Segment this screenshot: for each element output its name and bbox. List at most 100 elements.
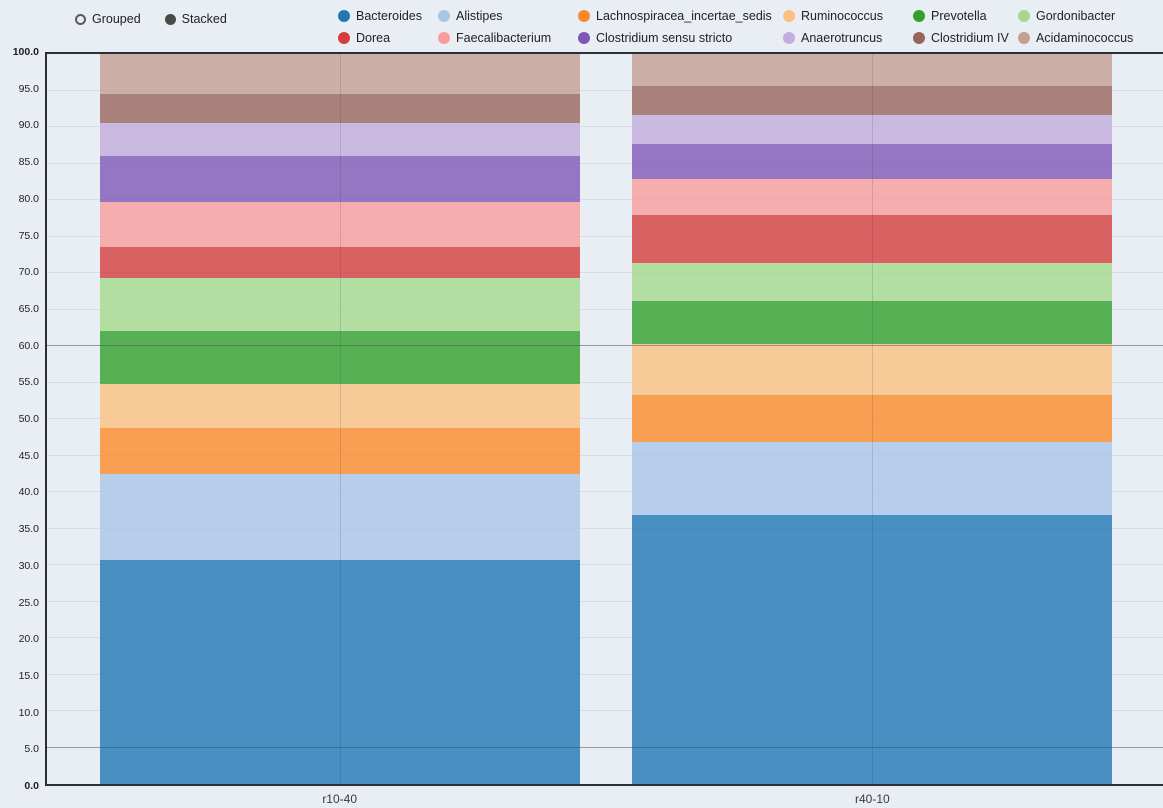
y-tick-label: 95.0 (18, 82, 39, 95)
legend-item[interactable]: Clostridium sensu stricto (578, 31, 783, 45)
gridline (47, 746, 1163, 748)
y-tick-label: 40.0 (18, 486, 39, 499)
bar-segment[interactable] (632, 441, 1113, 515)
legend-label: Clostridium IV (931, 31, 1009, 45)
radio-circle-icon (164, 13, 176, 25)
legend-item[interactable]: Lachnospiracea_incertae_sedis (578, 9, 783, 23)
gridline (47, 199, 1163, 200)
legend-item[interactable]: Ruminococcus (783, 9, 913, 23)
y-axis-labels: 0.0 5.0 10.0 15.0 20.0 25.0 30.0 35.0 40.0 45.0 50… (0, 46, 41, 792)
gridline (47, 454, 1163, 456)
plot-area[interactable]: r10-40 r40-10 (45, 52, 1163, 806)
mode-toggle-label: Grouped (92, 12, 141, 26)
y-tick-label: 75.0 (18, 229, 39, 242)
emphasis-gridline (47, 345, 1163, 346)
legend-label: Bacteroides (356, 9, 423, 23)
bar-segment[interactable] (632, 214, 1113, 263)
legend-item[interactable]: Gordonibacter (1018, 9, 1163, 23)
legend-label: Lachnospiracea_incertae_sedis (596, 9, 772, 23)
legend-item[interactable]: Dorea (338, 31, 438, 45)
legend-dot-icon (783, 32, 795, 44)
legend-label: Ruminococcus (801, 9, 883, 23)
bar-segment[interactable] (99, 156, 580, 203)
y-tick-label: 85.0 (18, 156, 39, 169)
y-tick-label: 60.0 (18, 339, 39, 352)
bar-segment[interactable] (632, 343, 1113, 395)
legend-item[interactable]: Prevotella (913, 9, 1018, 23)
bar-segment[interactable] (99, 278, 580, 332)
bar-segment[interactable] (99, 383, 580, 428)
bar-segment[interactable] (632, 54, 1113, 87)
legend-label: Clostridium sensu stricto (596, 31, 733, 45)
y-tick-label: 30.0 (18, 559, 39, 572)
y-tick-label: 15.0 (18, 669, 39, 682)
legend-item[interactable]: Faecalibacterium (438, 31, 578, 45)
gridline (47, 491, 1163, 492)
legend-label: Anaerotruncus (801, 31, 883, 45)
gridline (47, 527, 1163, 529)
y-tick-label: 90.0 (18, 119, 39, 132)
legend-item[interactable]: Anaerotruncus (783, 31, 913, 45)
bar-segment[interactable] (99, 54, 580, 95)
legend-label: Faecalibacterium (456, 31, 552, 45)
legend-dot-icon (578, 32, 590, 44)
bar-segment[interactable] (99, 94, 580, 124)
gridline (47, 600, 1163, 602)
y-tick-label: 35.0 (18, 523, 39, 536)
legend-label: Dorea (356, 31, 391, 45)
mode-toggle-stacked[interactable]: Stacked (164, 12, 227, 26)
legend-dot-icon (913, 32, 925, 44)
y-tick-label: 55.0 (18, 376, 39, 389)
gridline (47, 126, 1163, 127)
series-legend: Bacteroides Alistipes Lachnospiracea_incer… (338, 5, 1163, 49)
y-tick-label: 25.0 (18, 596, 39, 609)
bar-segment[interactable] (632, 262, 1113, 301)
bar-segment[interactable] (99, 123, 580, 157)
legend-label: Acidaminococcus (1036, 31, 1134, 45)
y-tick-label: 100.0 (12, 46, 39, 58)
bar-segment[interactable] (632, 300, 1113, 344)
bar-segment[interactable] (632, 143, 1113, 179)
y-tick-label: 45.0 (18, 449, 39, 462)
bar-segment[interactable] (632, 114, 1113, 144)
gridline (47, 89, 1163, 91)
y-tick-label: 5.0 (24, 743, 39, 756)
gridline (47, 235, 1163, 237)
bar-segment[interactable] (632, 178, 1113, 215)
x-axis-label: r40-10 (854, 792, 890, 806)
gridline (47, 673, 1163, 675)
legend-dot-icon (783, 10, 795, 22)
legend-dot-icon (338, 32, 350, 44)
legend-area: Grouped Stacked Bacteroides Alistipes Lachn… (0, 0, 1163, 52)
bar-segment[interactable] (99, 559, 580, 784)
bar-segment[interactable] (99, 247, 580, 279)
category-gridline (872, 54, 874, 784)
legend-item[interactable]: Bacteroides (338, 9, 438, 23)
legend-item[interactable]: Clostridium IV (913, 31, 1018, 45)
mode-toggle-label: Stacked (181, 12, 227, 26)
gridline (47, 381, 1163, 383)
bar-segment[interactable] (632, 514, 1113, 784)
gridline (47, 162, 1163, 164)
legend-item[interactable]: Acidaminococcus (1018, 31, 1163, 45)
gridline (47, 710, 1163, 711)
y-tick-label: 10.0 (18, 706, 39, 719)
legend-dot-icon (438, 32, 450, 44)
legend-label: Prevotella (931, 9, 987, 23)
radio-circle-icon (75, 13, 86, 25)
x-axis-label: r10-40 (322, 792, 357, 806)
mode-toggles: Grouped Stacked (75, 8, 227, 30)
bar-segment[interactable] (99, 331, 580, 384)
bar-segment[interactable] (99, 427, 580, 474)
legend-dot-icon (1018, 10, 1030, 22)
bar-segment[interactable] (632, 394, 1113, 442)
gridline (47, 345, 1163, 346)
y-tick-label: 20.0 (18, 633, 39, 646)
legend-dot-icon (578, 10, 590, 22)
bar-segment[interactable] (99, 473, 580, 560)
bar-segment[interactable] (99, 202, 580, 248)
legend-item[interactable]: Alistipes (438, 9, 578, 23)
mode-toggle-grouped[interactable]: Grouped (75, 12, 141, 26)
legend-dot-icon (1018, 32, 1030, 44)
bar-segment[interactable] (632, 86, 1113, 115)
